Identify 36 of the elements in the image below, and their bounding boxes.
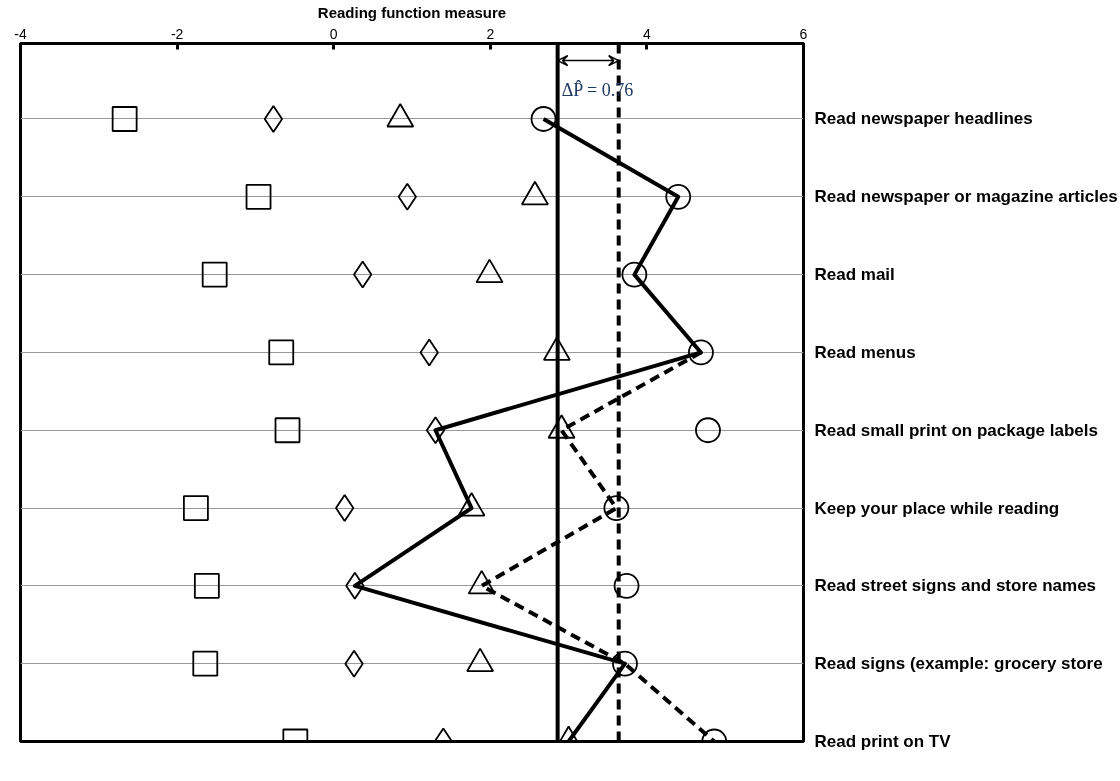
y-tick-label: Read street signs and store names bbox=[814, 576, 1097, 596]
y-tick-label: Read mail bbox=[814, 265, 895, 285]
point bbox=[530, 106, 557, 132]
point bbox=[111, 106, 138, 132]
x-tick-label: -4 bbox=[14, 25, 27, 42]
point bbox=[201, 261, 228, 288]
point bbox=[665, 183, 692, 210]
y-tick-label: Read newspaper or magazine articles bbox=[814, 187, 1118, 207]
annotation: ΔP̂ = 0.76 bbox=[561, 79, 634, 101]
point bbox=[613, 572, 640, 599]
x-tick-label: 0 bbox=[329, 25, 338, 42]
point bbox=[425, 416, 446, 445]
point bbox=[603, 495, 630, 521]
x-tick-label: 6 bbox=[799, 25, 808, 42]
point bbox=[182, 495, 209, 521]
point bbox=[335, 494, 355, 522]
point bbox=[268, 339, 295, 366]
x-axis-title: Reading function measure bbox=[317, 3, 507, 21]
point bbox=[612, 650, 638, 677]
y-tick-label: Read menus bbox=[814, 342, 916, 362]
y-tick-label: Read newspaper headlines bbox=[814, 109, 1033, 129]
y-tick-label: Read small print on package labels bbox=[814, 420, 1098, 440]
y-tick-label: Read print on TV bbox=[814, 732, 952, 751]
point bbox=[274, 417, 301, 444]
x-tick-label: 4 bbox=[643, 25, 652, 42]
point bbox=[192, 650, 219, 677]
point bbox=[245, 183, 272, 210]
y-tick-label: Read signs (example: grocery store bbox=[814, 654, 1103, 674]
x-tick-label: -2 bbox=[170, 25, 184, 42]
y-tick-label: Keep your place while reading bbox=[814, 498, 1060, 518]
point bbox=[695, 417, 721, 444]
point bbox=[193, 572, 220, 599]
point bbox=[621, 261, 648, 288]
x-tick-label: 2 bbox=[486, 25, 495, 42]
point bbox=[688, 339, 714, 366]
point bbox=[263, 105, 283, 133]
